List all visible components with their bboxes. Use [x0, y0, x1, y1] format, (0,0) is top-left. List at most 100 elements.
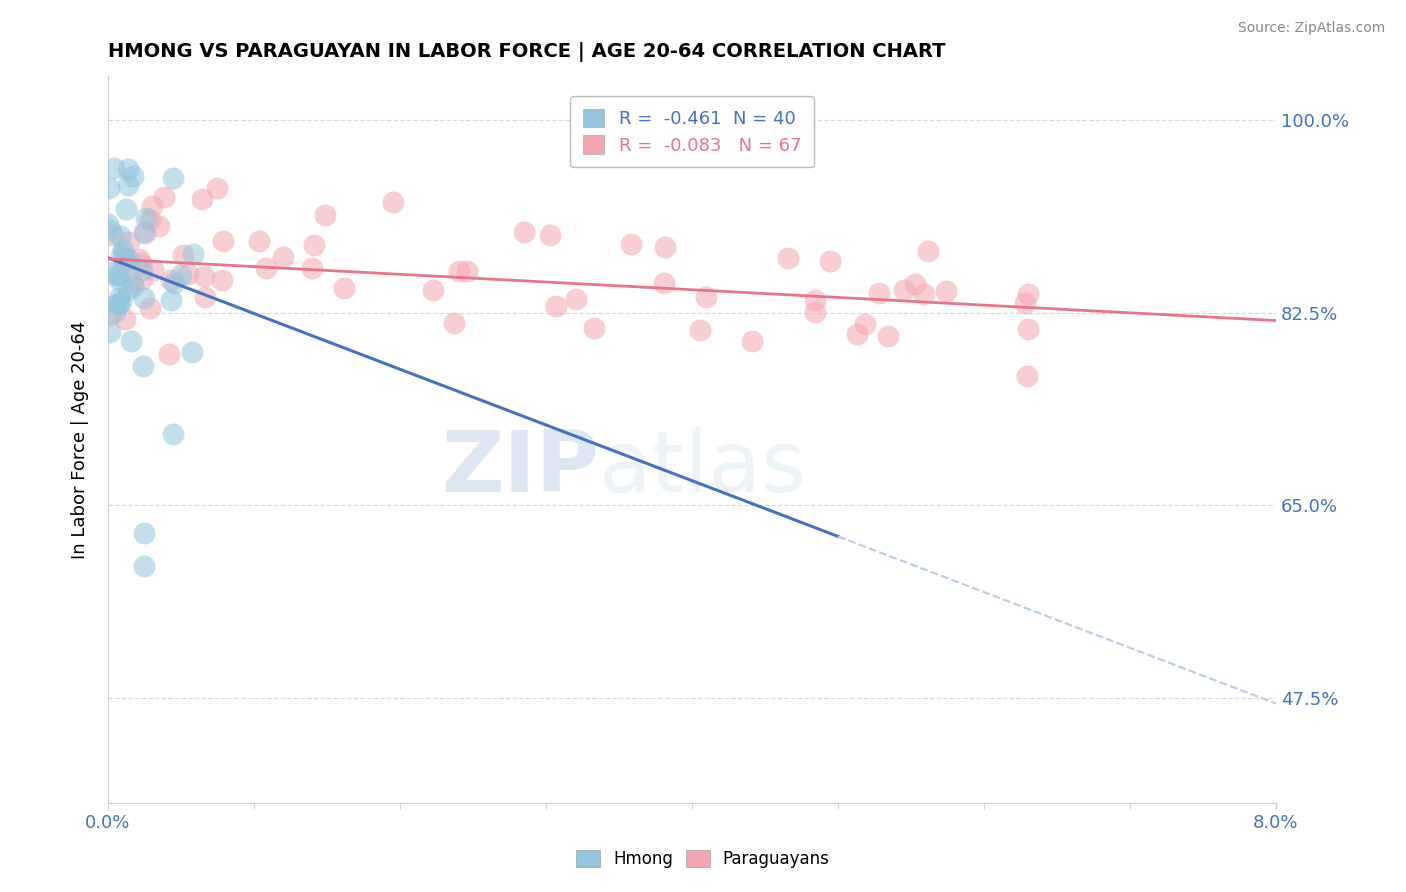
Point — [1014, 295, 1036, 310]
Point — [128, 252, 150, 266]
Point — [162, 171, 184, 186]
Point — [103, 161, 125, 175]
Point — [129, 256, 152, 270]
Legend: R =  -0.461  N = 40, R =  -0.083   N = 67: R = -0.461 N = 40, R = -0.083 N = 67 — [569, 96, 814, 168]
Point — [513, 225, 536, 239]
Point — [104, 305, 127, 319]
Point — [449, 264, 471, 278]
Point — [194, 290, 217, 304]
Point — [115, 202, 138, 217]
Point — [333, 281, 356, 295]
Point — [191, 192, 214, 206]
Point — [160, 293, 183, 308]
Point — [1017, 287, 1039, 301]
Point — [114, 312, 136, 326]
Point — [138, 301, 160, 315]
Point — [152, 190, 174, 204]
Point — [138, 213, 160, 227]
Point — [110, 295, 132, 310]
Point — [131, 271, 153, 285]
Point — [134, 558, 156, 573]
Point — [207, 181, 229, 195]
Point — [546, 299, 568, 313]
Point — [538, 227, 561, 242]
Point — [98, 308, 121, 322]
Point — [117, 161, 139, 176]
Point — [935, 285, 957, 299]
Point — [142, 263, 165, 277]
Point — [117, 283, 139, 297]
Point — [877, 329, 900, 343]
Point — [107, 296, 129, 310]
Point — [121, 275, 143, 289]
Point — [141, 199, 163, 213]
Point — [98, 181, 121, 195]
Point — [120, 334, 142, 348]
Point — [853, 317, 876, 331]
Point — [314, 208, 336, 222]
Point — [583, 320, 606, 334]
Point — [98, 326, 121, 340]
Point — [912, 286, 935, 301]
Text: HMONG VS PARAGUAYAN IN LABOR FORCE | AGE 20-64 CORRELATION CHART: HMONG VS PARAGUAYAN IN LABOR FORCE | AGE… — [108, 42, 945, 62]
Point — [193, 269, 215, 284]
Point — [131, 263, 153, 277]
Point — [112, 249, 135, 263]
Point — [211, 273, 233, 287]
Point — [132, 359, 155, 374]
Point — [162, 426, 184, 441]
Text: ZIP: ZIP — [441, 427, 599, 510]
Point — [654, 240, 676, 254]
Point — [170, 268, 193, 282]
Point — [620, 237, 643, 252]
Point — [157, 347, 180, 361]
Point — [803, 293, 825, 307]
Point — [177, 267, 200, 281]
Point — [1017, 322, 1039, 336]
Point — [172, 247, 194, 261]
Point — [565, 292, 588, 306]
Point — [689, 323, 711, 337]
Text: atlas: atlas — [599, 427, 807, 510]
Point — [256, 260, 278, 275]
Point — [180, 345, 202, 359]
Point — [112, 254, 135, 268]
Point — [107, 296, 129, 310]
Point — [381, 194, 404, 209]
Point — [893, 283, 915, 297]
Point — [135, 211, 157, 226]
Point — [111, 244, 134, 258]
Point — [100, 223, 122, 237]
Point — [422, 283, 444, 297]
Point — [108, 274, 131, 288]
Point — [98, 265, 121, 279]
Point — [183, 247, 205, 261]
Point — [132, 292, 155, 306]
Point — [117, 178, 139, 192]
Point — [456, 264, 478, 278]
Point — [134, 226, 156, 240]
Point — [121, 278, 143, 293]
Point — [695, 289, 717, 303]
Point — [868, 285, 890, 300]
Point — [148, 219, 170, 234]
Point — [654, 277, 676, 291]
Point — [134, 225, 156, 239]
Point — [917, 244, 939, 258]
Point — [776, 251, 799, 265]
Point — [117, 253, 139, 268]
Point — [110, 248, 132, 262]
Legend: Hmong, Paraguayans: Hmong, Paraguayans — [569, 843, 837, 875]
Text: Source: ZipAtlas.com: Source: ZipAtlas.com — [1237, 21, 1385, 35]
Point — [301, 261, 323, 276]
Point — [247, 234, 270, 248]
Point — [118, 235, 141, 249]
Point — [212, 234, 235, 248]
Point — [101, 228, 124, 243]
Point — [104, 268, 127, 282]
Point — [108, 291, 131, 305]
Point — [121, 169, 143, 183]
Point — [304, 237, 326, 252]
Point — [1015, 368, 1038, 383]
Y-axis label: In Labor Force | Age 20-64: In Labor Force | Age 20-64 — [72, 320, 89, 558]
